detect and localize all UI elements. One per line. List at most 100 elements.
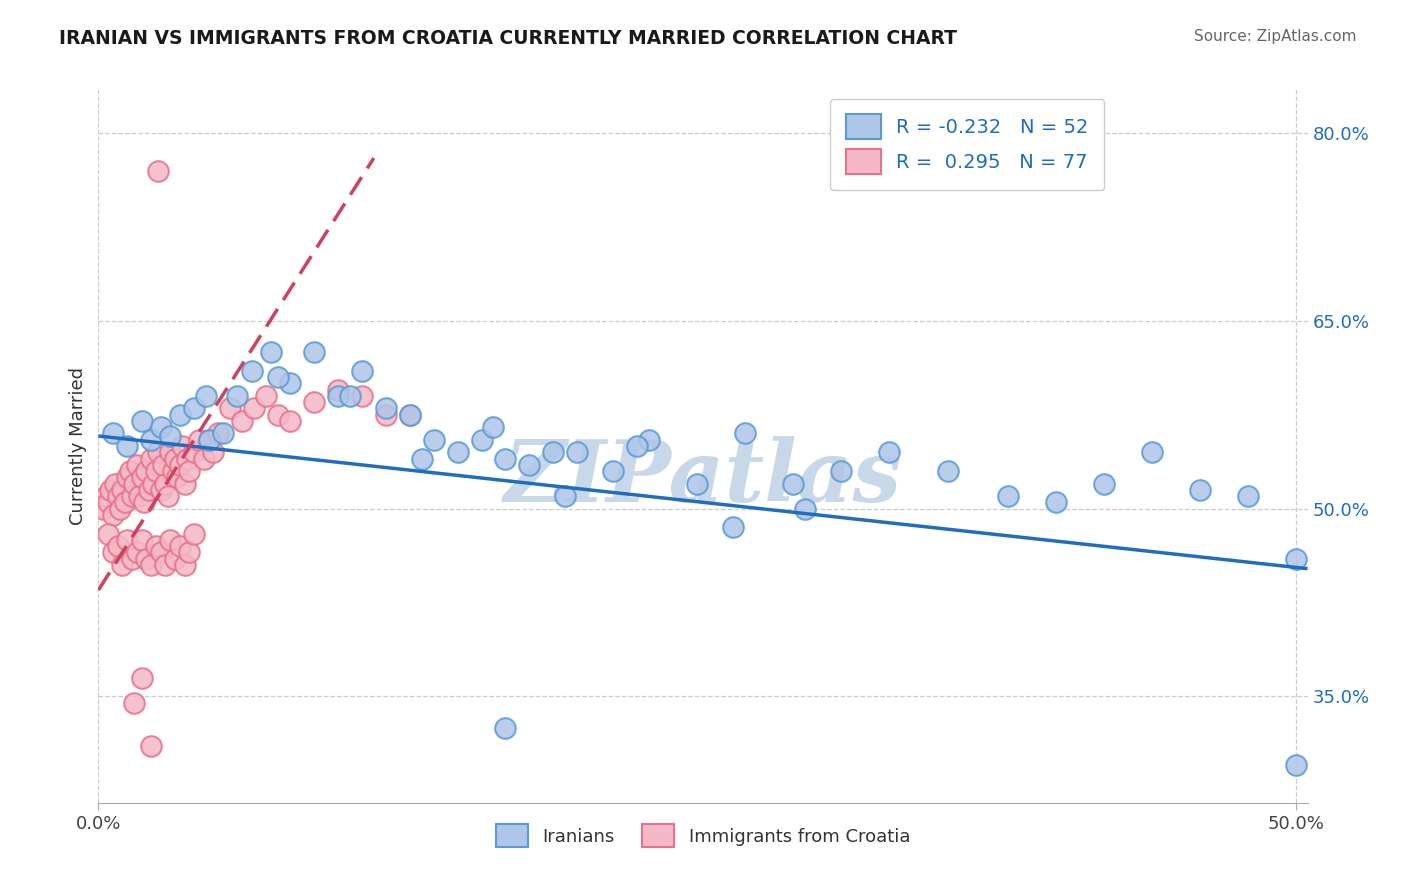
Point [1140, 445, 1163, 459]
Point [339, 389, 361, 403]
Point [138, 483, 160, 497]
Point [169, 408, 191, 422]
Point [1092, 476, 1115, 491]
Point [101, 545, 124, 559]
Point [782, 476, 804, 491]
Point [145, 539, 167, 553]
Point [197, 433, 219, 447]
Point [470, 433, 492, 447]
Point [195, 389, 218, 403]
Point [148, 163, 170, 178]
Point [149, 483, 172, 497]
Point [125, 458, 148, 472]
Point [124, 696, 146, 710]
Point [183, 445, 205, 459]
Point [121, 489, 143, 503]
Point [411, 451, 433, 466]
Point [326, 383, 349, 397]
Point [626, 439, 648, 453]
Legend: Iranians, Immigrants from Croatia: Iranians, Immigrants from Croatia [488, 817, 918, 855]
Point [519, 458, 541, 472]
Point [91, 501, 114, 516]
Point [830, 464, 852, 478]
Text: ZIPatlas: ZIPatlas [503, 436, 903, 520]
Point [97, 495, 120, 509]
Point [207, 426, 229, 441]
Point [107, 489, 129, 503]
Point [100, 483, 122, 497]
Point [446, 445, 468, 459]
Point [495, 721, 517, 735]
Point [101, 508, 124, 522]
Point [128, 489, 150, 503]
Point [97, 526, 120, 541]
Point [118, 464, 141, 478]
Point [267, 408, 290, 422]
Point [163, 551, 186, 566]
Point [111, 558, 134, 572]
Point [152, 458, 174, 472]
Y-axis label: Currently Married: Currently Married [69, 367, 87, 525]
Point [278, 376, 301, 391]
Point [495, 451, 517, 466]
Point [155, 476, 177, 491]
Point [101, 426, 124, 441]
Point [159, 533, 181, 547]
Point [172, 439, 194, 453]
Point [240, 364, 263, 378]
Point [159, 445, 181, 459]
Point [183, 526, 205, 541]
Point [267, 370, 290, 384]
Point [188, 433, 211, 447]
Point [1284, 551, 1306, 566]
Point [350, 389, 373, 403]
Point [179, 464, 201, 478]
Point [179, 545, 201, 559]
Point [350, 364, 373, 378]
Point [398, 408, 420, 422]
Point [139, 739, 162, 754]
Point [149, 545, 172, 559]
Point [482, 420, 505, 434]
Text: Source: ZipAtlas.com: Source: ZipAtlas.com [1194, 29, 1357, 44]
Point [1045, 495, 1067, 509]
Point [124, 476, 146, 491]
Point [877, 445, 900, 459]
Point [131, 533, 153, 547]
Point [162, 464, 184, 478]
Point [231, 414, 253, 428]
Point [148, 445, 170, 459]
Point [104, 476, 127, 491]
Text: IRANIAN VS IMMIGRANTS FROM CROATIA CURRENTLY MARRIED CORRELATION CHART: IRANIAN VS IMMIGRANTS FROM CROATIA CURRE… [59, 29, 957, 47]
Point [543, 445, 565, 459]
Point [115, 439, 138, 453]
Point [159, 429, 181, 443]
Point [131, 671, 153, 685]
Point [135, 551, 157, 566]
Point [111, 483, 134, 497]
Point [1236, 489, 1258, 503]
Point [193, 451, 215, 466]
Point [132, 495, 155, 509]
Point [121, 551, 143, 566]
Point [156, 489, 179, 503]
Point [108, 501, 131, 516]
Point [254, 389, 277, 403]
Point [131, 470, 153, 484]
Point [278, 414, 301, 428]
Point [139, 558, 162, 572]
Point [115, 470, 138, 484]
Point [163, 451, 186, 466]
Point [686, 476, 709, 491]
Point [398, 408, 420, 422]
Point [155, 558, 177, 572]
Point [169, 539, 191, 553]
Point [997, 489, 1019, 503]
Point [176, 451, 198, 466]
Point [166, 470, 188, 484]
Point [115, 533, 138, 547]
Point [638, 433, 661, 447]
Point [793, 501, 815, 516]
Point [302, 345, 325, 359]
Point [374, 408, 396, 422]
